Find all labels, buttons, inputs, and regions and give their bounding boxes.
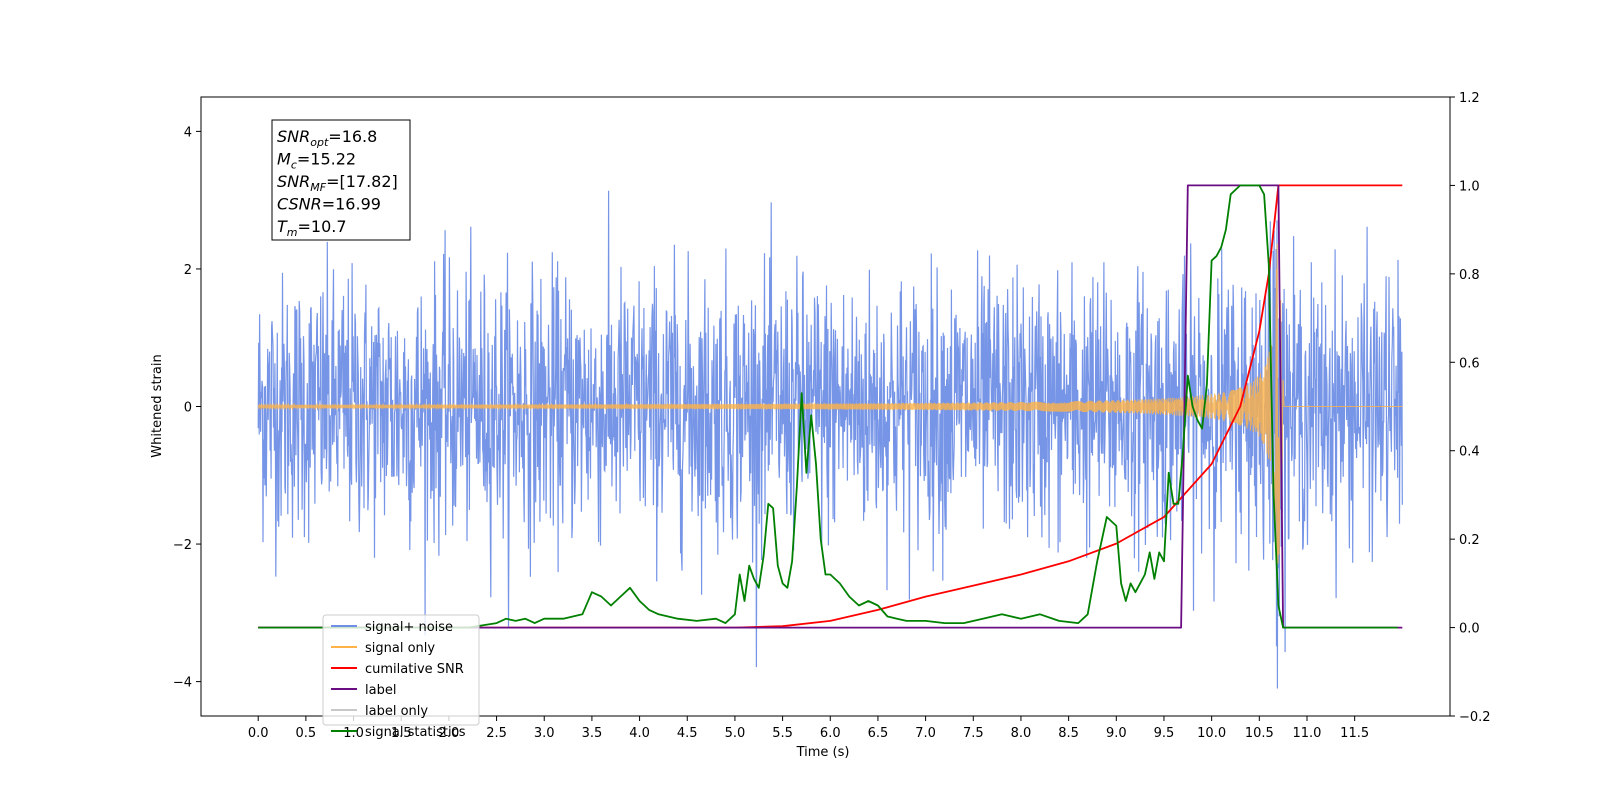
x-tick-label: 2.5 <box>486 726 507 741</box>
annotation-line: SNRMF=[17.82] <box>277 172 398 194</box>
x-tick-label: 6.5 <box>868 726 889 741</box>
series-signal-plus-noise <box>257 190 1403 689</box>
y-left-tick-label: 4 <box>184 125 192 140</box>
plot-area <box>257 184 1403 689</box>
legend: signal+ noise signal only cumilative SNR la… <box>322 614 480 740</box>
x-tick-label: 8.5 <box>1058 726 1079 741</box>
x-tick-label: 0.0 <box>248 726 269 741</box>
x-tick-label: 4.0 <box>629 726 650 741</box>
x-tick-label: 11.0 <box>1293 726 1322 741</box>
legend-entry: cumilative SNR <box>365 662 464 677</box>
annotation-line: CSNR=16.99 <box>277 195 381 214</box>
tick-labels: 0.0 0.5 1.0 1.5 2.0 2.5 3.0 3.5 4.0 4.5 5.0 5.5 6.0 6… <box>173 91 1491 741</box>
x-tick-label: 6.0 <box>820 726 841 741</box>
annotation-frame <box>271 119 411 241</box>
x-axis-label: Time (s) <box>796 745 850 760</box>
y-left-tick-label: 0 <box>184 401 192 416</box>
x-tick-label: 11.5 <box>1340 726 1369 741</box>
legend-frame <box>322 614 480 726</box>
x-tick-label: 5.5 <box>772 726 793 741</box>
y-axis-label: Whitened strain <box>150 354 165 457</box>
x-tick-label: 2.0 <box>439 726 460 741</box>
annotation-line: Mc=15.22 <box>277 150 356 172</box>
x-tick-label: 1.0 <box>343 726 364 741</box>
stats-annotation-box: SNRopt=16.8Mc=15.22SNRMF=[17.82]CSNR=16.… <box>271 119 411 241</box>
x-tick-label: 0.5 <box>296 726 317 741</box>
x-tick-label: 8.0 <box>1011 726 1032 741</box>
x-tick-label: 1.5 <box>391 726 412 741</box>
x-tick-label: 5.0 <box>725 726 746 741</box>
y-right-tick-label: 1.0 <box>1459 179 1480 194</box>
series-signal-statistics <box>258 184 1398 629</box>
legend-entry: signal+ noise <box>365 620 453 635</box>
series-signal-only <box>257 243 1403 580</box>
x-tick-label: 4.5 <box>677 726 698 741</box>
x-tick-label: 9.0 <box>1106 726 1127 741</box>
legend-entry: signal statistics <box>365 725 466 740</box>
annotation-line: Tm=10.7 <box>277 217 347 239</box>
annotation-line: SNRopt=16.8 <box>277 127 377 149</box>
series-cumulative-snr <box>258 184 1403 629</box>
x-tick-label: 7.5 <box>963 726 984 741</box>
x-tick-label: 10.5 <box>1245 726 1274 741</box>
x-tick-label: 7.0 <box>915 726 936 741</box>
y-right-tick-label: 0.6 <box>1459 356 1480 371</box>
legend-entry: signal only <box>365 641 435 656</box>
y-right-tick-label: −0.2 <box>1459 710 1491 725</box>
x-tick-label: 3.5 <box>582 726 603 741</box>
y-left-tick-label: −4 <box>173 676 192 691</box>
y-right-tick-label: 1.2 <box>1459 91 1480 106</box>
y-right-tick-label: 0.4 <box>1459 445 1480 460</box>
y-right-tick-label: 0.8 <box>1459 268 1480 283</box>
y-left-tick-label: −2 <box>173 538 192 553</box>
x-tick-label: 10.0 <box>1197 726 1226 741</box>
x-tick-label: 3.0 <box>534 726 555 741</box>
legend-entry: label only <box>365 704 428 719</box>
y-right-tick-label: 0.2 <box>1459 533 1480 548</box>
legend-entry: label <box>365 683 396 698</box>
x-tick-label: 9.5 <box>1154 726 1175 741</box>
y-left-tick-label: 2 <box>184 263 192 278</box>
y-right-tick-label: 0.0 <box>1459 622 1480 637</box>
